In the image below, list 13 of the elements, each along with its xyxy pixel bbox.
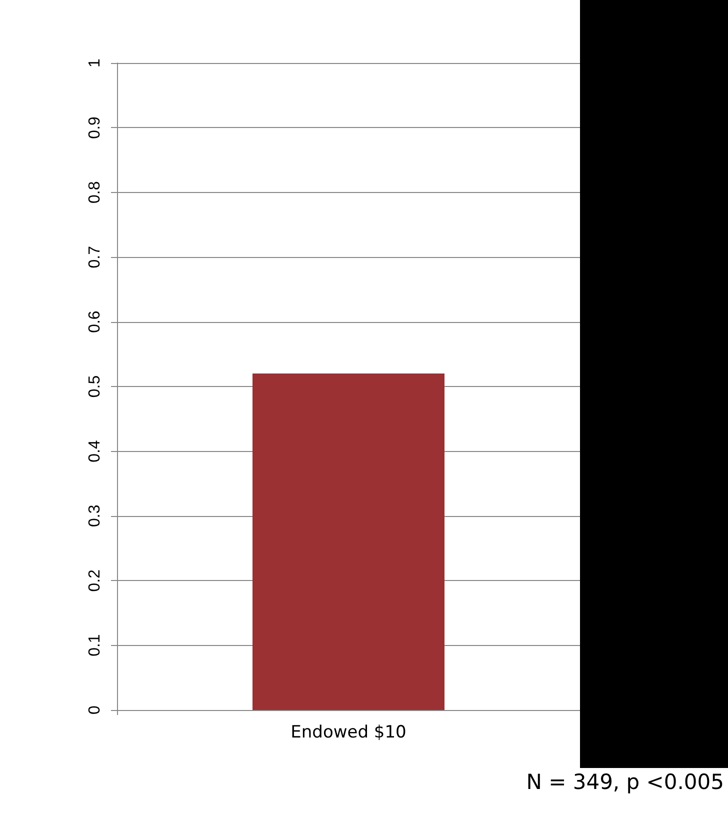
y-tick-label: 0.8 xyxy=(86,181,104,204)
x-tick-label: Endowed $10 xyxy=(290,722,406,742)
y-tick-label: 0.9 xyxy=(86,116,104,139)
y-tick-label: 0 xyxy=(86,705,104,714)
text: N = 349, p <0.005 xyxy=(526,770,724,794)
y-tick-label: 0.1 xyxy=(86,634,104,656)
y-tick-label: 0.6 xyxy=(86,310,104,333)
y-tick-label: 0.3 xyxy=(86,504,104,528)
y-tick-label: 0.4 xyxy=(86,440,104,462)
y-tick-label: 1 xyxy=(86,58,104,68)
y-tick-label: 0.2 xyxy=(86,569,104,592)
y-tick-label: 0.5 xyxy=(86,375,104,398)
y-tick-label: 0.7 xyxy=(86,246,104,268)
